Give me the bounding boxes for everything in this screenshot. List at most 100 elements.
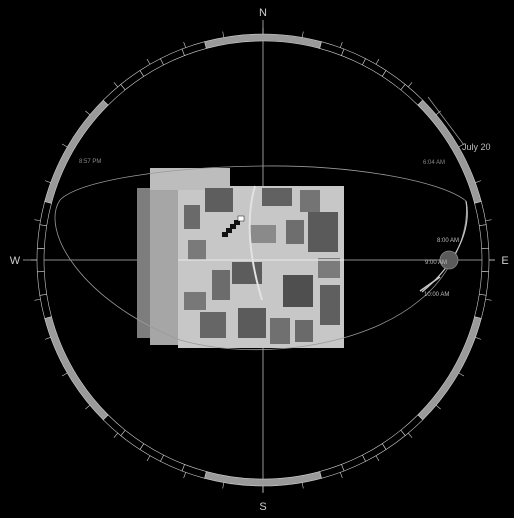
date-label: July 20 bbox=[462, 142, 491, 152]
ring-tick bbox=[458, 143, 465, 148]
ring-tick bbox=[375, 58, 380, 65]
ring-segment bbox=[159, 48, 185, 66]
building bbox=[286, 220, 304, 244]
ring-segment bbox=[400, 83, 424, 106]
sun-ray-marker bbox=[419, 276, 441, 292]
building bbox=[320, 285, 340, 325]
ring-segment bbox=[319, 41, 345, 56]
ring-tick bbox=[34, 219, 41, 222]
ring-segment bbox=[474, 293, 487, 319]
site-focus-building bbox=[222, 215, 245, 237]
building bbox=[295, 320, 313, 342]
ring-segment bbox=[36, 271, 48, 296]
ring-segment bbox=[362, 58, 387, 77]
ring-tick bbox=[435, 405, 441, 410]
compass-south: S bbox=[259, 501, 266, 513]
ring-tick bbox=[340, 472, 343, 479]
building bbox=[270, 318, 290, 344]
ring-segment bbox=[120, 429, 145, 450]
ring-tick bbox=[113, 432, 118, 438]
ring-segment bbox=[181, 464, 207, 479]
ring-tick bbox=[485, 219, 492, 222]
ring-segment bbox=[120, 70, 145, 91]
ring-tick bbox=[301, 31, 304, 38]
ring-segment bbox=[44, 99, 109, 204]
street bbox=[248, 185, 263, 301]
building bbox=[250, 225, 276, 243]
ring-tick bbox=[458, 372, 465, 377]
ring-tick bbox=[61, 372, 68, 377]
ring-segment bbox=[474, 201, 487, 227]
ring-tick bbox=[113, 82, 118, 88]
ring-tick bbox=[408, 82, 413, 88]
time-label-8am: 8:00 AM bbox=[437, 238, 459, 244]
ring-segment bbox=[381, 70, 406, 91]
month-ring bbox=[36, 33, 490, 487]
ring-segment bbox=[36, 224, 48, 249]
building bbox=[205, 188, 233, 212]
building bbox=[188, 240, 206, 260]
building bbox=[300, 190, 320, 212]
building bbox=[238, 308, 266, 338]
ring-tick bbox=[485, 298, 492, 301]
ring-tick bbox=[340, 41, 343, 48]
site-map bbox=[137, 168, 344, 348]
ring-tick bbox=[375, 455, 380, 462]
ring-tick bbox=[435, 110, 441, 115]
compass-east: E bbox=[501, 255, 508, 267]
ring-segment bbox=[39, 201, 52, 227]
sun-icon bbox=[439, 250, 459, 270]
ring-tick bbox=[146, 58, 151, 65]
sun-path-arc bbox=[54, 165, 467, 351]
ring-segment bbox=[341, 48, 367, 66]
map-left-strip-light bbox=[150, 170, 180, 345]
map-top-band bbox=[150, 168, 230, 190]
ring-segment bbox=[139, 58, 164, 77]
ring-segment bbox=[44, 316, 109, 421]
ring-tick bbox=[475, 180, 482, 183]
ring-tick bbox=[183, 472, 186, 479]
ring-tick bbox=[85, 405, 91, 410]
sun-ray-line bbox=[427, 96, 465, 146]
ring-segment bbox=[102, 414, 126, 437]
building bbox=[262, 188, 292, 206]
compass-north: N bbox=[259, 7, 267, 19]
ring-segment bbox=[381, 429, 406, 450]
ring-tick bbox=[85, 110, 91, 115]
compass-west: W bbox=[10, 255, 21, 267]
building bbox=[184, 205, 200, 229]
ring-segment bbox=[159, 454, 185, 472]
ring-segment bbox=[362, 443, 387, 462]
ring-tick bbox=[301, 482, 304, 489]
ring-segment bbox=[478, 224, 490, 249]
building bbox=[318, 258, 340, 278]
ring-segment bbox=[481, 247, 490, 273]
ring-tick bbox=[475, 337, 482, 340]
ring-segment bbox=[181, 41, 207, 56]
ring-segment bbox=[478, 271, 490, 296]
ring-tick bbox=[146, 455, 151, 462]
ring-segment bbox=[39, 293, 52, 319]
ring-segment bbox=[36, 247, 45, 273]
time-label-9am: 9:00 AM bbox=[425, 260, 447, 266]
ring-tick bbox=[61, 143, 68, 148]
building bbox=[184, 292, 206, 310]
ring-segment bbox=[341, 454, 367, 472]
ring-ticks bbox=[31, 28, 495, 492]
ring-segment bbox=[319, 464, 345, 479]
sunrise-label: 6:04 AM bbox=[423, 160, 445, 166]
ring-tick bbox=[222, 31, 225, 38]
building bbox=[200, 312, 226, 338]
time-label-10am: 10:00 AM bbox=[424, 292, 449, 298]
ring-tick bbox=[44, 180, 51, 183]
ring-tick bbox=[222, 482, 225, 489]
ring-segment bbox=[417, 316, 482, 421]
sunset-label: 8:57 PM bbox=[79, 159, 101, 165]
building bbox=[283, 275, 313, 307]
ring-segment bbox=[400, 414, 424, 437]
ring-tick bbox=[183, 41, 186, 48]
ring-tick bbox=[44, 337, 51, 340]
ring-tick bbox=[34, 298, 41, 301]
